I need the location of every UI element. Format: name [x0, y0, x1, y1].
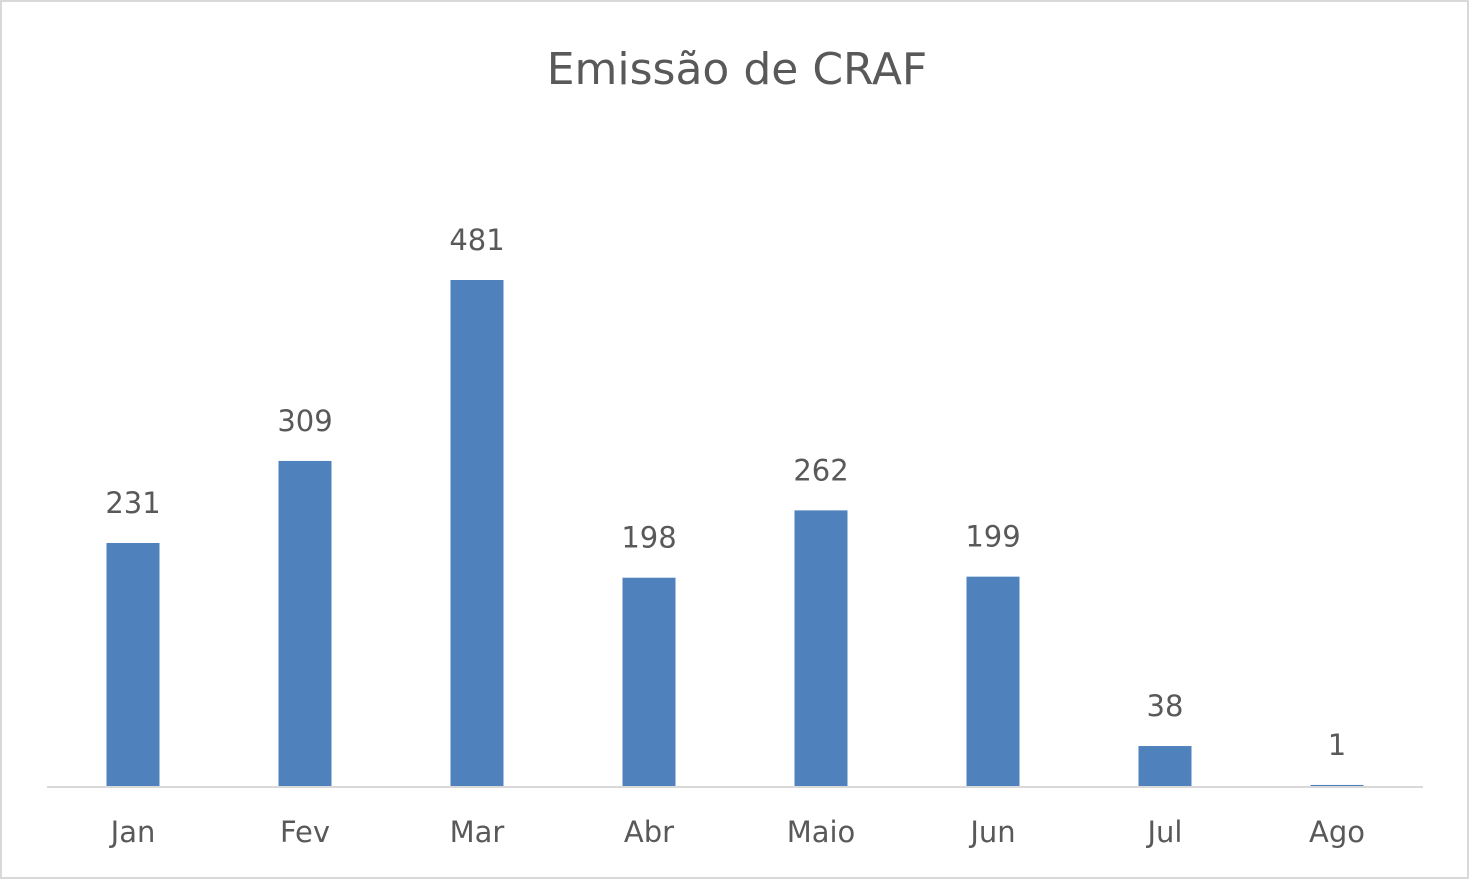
chart-title: Emissão de CRAF [547, 44, 928, 95]
value-label: 309 [277, 404, 332, 438]
bar [794, 510, 848, 786]
bar [450, 280, 504, 786]
x-tick-label: Maio [787, 815, 856, 849]
x-tick-label: Fev [280, 815, 330, 849]
x-tick-label: Jun [968, 815, 1015, 849]
bar [1138, 746, 1192, 786]
value-label: 38 [1147, 689, 1184, 723]
bar [1310, 784, 1364, 786]
bar [106, 542, 160, 786]
value-label: 262 [793, 453, 848, 487]
x-tick-label: Mar [450, 815, 505, 849]
bar [622, 577, 676, 786]
value-label: 231 [105, 486, 160, 520]
value-label: 1 [1328, 728, 1346, 762]
x-tick-label: Jan [109, 815, 156, 849]
bar [966, 576, 1020, 786]
value-label: 481 [449, 223, 504, 257]
bar [278, 460, 332, 786]
value-label: 199 [965, 520, 1020, 554]
value-label: 198 [621, 521, 676, 555]
x-tick-label: Abr [624, 815, 674, 849]
x-tick-label: Jul [1146, 815, 1183, 849]
x-tick-label: Ago [1309, 815, 1365, 849]
